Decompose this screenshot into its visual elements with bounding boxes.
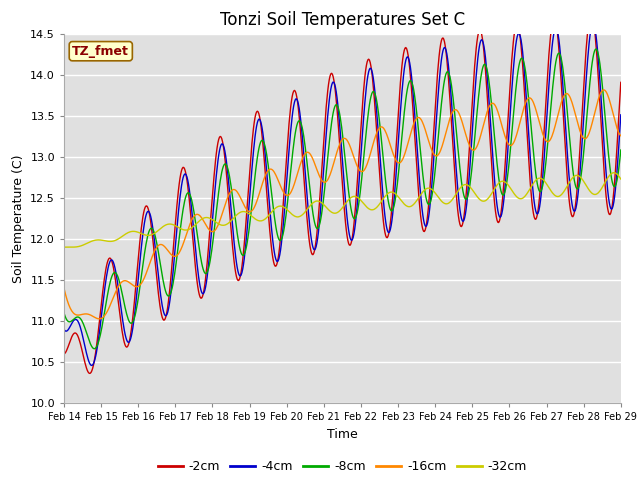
- -8cm: [183, 191, 191, 197]
- -4cm: [335, 109, 342, 115]
- -2cm: [444, 65, 451, 71]
- -4cm: [566, 190, 574, 195]
- -32cm: [182, 227, 190, 233]
- Line: -2cm: -2cm: [64, 14, 621, 373]
- -16cm: [600, 87, 607, 93]
- -16cm: [207, 228, 215, 234]
- -8cm: [335, 106, 342, 112]
- -16cm: [617, 133, 625, 139]
- -16cm: [96, 316, 104, 322]
- -16cm: [335, 144, 342, 150]
- -4cm: [207, 236, 215, 241]
- X-axis label: Time: Time: [327, 428, 358, 441]
- -8cm: [90, 346, 98, 352]
- -2cm: [389, 195, 397, 201]
- -2cm: [60, 351, 68, 357]
- -8cm: [389, 207, 397, 213]
- -8cm: [617, 147, 625, 153]
- -32cm: [443, 201, 451, 207]
- Y-axis label: Soil Temperature (C): Soil Temperature (C): [12, 154, 25, 283]
- -2cm: [335, 125, 342, 131]
- -32cm: [206, 216, 214, 221]
- -4cm: [88, 362, 96, 368]
- Line: -32cm: -32cm: [64, 173, 621, 247]
- -32cm: [566, 179, 573, 185]
- -8cm: [566, 145, 574, 151]
- -16cm: [183, 230, 191, 236]
- -2cm: [588, 11, 595, 17]
- -2cm: [617, 80, 625, 85]
- -8cm: [592, 46, 600, 52]
- -2cm: [207, 213, 215, 218]
- -4cm: [183, 174, 191, 180]
- -8cm: [207, 253, 215, 259]
- -32cm: [610, 170, 618, 176]
- -4cm: [60, 326, 68, 332]
- -16cm: [60, 285, 68, 291]
- Line: -8cm: -8cm: [64, 49, 621, 349]
- Line: -4cm: -4cm: [64, 24, 621, 365]
- -8cm: [444, 69, 451, 74]
- -32cm: [334, 209, 342, 215]
- -16cm: [444, 123, 451, 129]
- -2cm: [566, 208, 574, 214]
- -16cm: [389, 150, 397, 156]
- -32cm: [60, 244, 68, 250]
- -4cm: [617, 112, 625, 118]
- -8cm: [60, 310, 68, 316]
- -4cm: [444, 56, 451, 61]
- Text: TZ_fmet: TZ_fmet: [72, 45, 129, 58]
- -4cm: [389, 211, 397, 217]
- -4cm: [589, 21, 596, 27]
- Legend: -2cm, -4cm, -8cm, -16cm, -32cm: -2cm, -4cm, -8cm, -16cm, -32cm: [152, 455, 532, 478]
- -32cm: [388, 189, 396, 195]
- -2cm: [183, 177, 191, 183]
- Line: -16cm: -16cm: [64, 90, 621, 319]
- -16cm: [566, 96, 574, 101]
- Title: Tonzi Soil Temperatures Set C: Tonzi Soil Temperatures Set C: [220, 11, 465, 29]
- -32cm: [617, 176, 625, 182]
- -2cm: [86, 371, 93, 376]
